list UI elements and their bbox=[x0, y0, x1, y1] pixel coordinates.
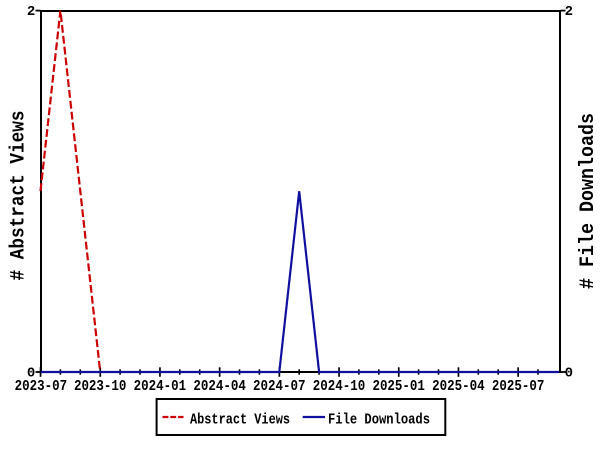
svg-text:2025-04: 2025-04 bbox=[432, 379, 485, 395]
svg-text:2025-01: 2025-01 bbox=[372, 379, 425, 395]
svg-text:2023-10: 2023-10 bbox=[74, 379, 127, 395]
svg-text:2024-04: 2024-04 bbox=[193, 379, 246, 395]
svg-text:2: 2 bbox=[27, 4, 35, 20]
svg-text:2024-07: 2024-07 bbox=[253, 379, 306, 395]
svg-text:# File Downloads: # File Downloads bbox=[577, 113, 600, 289]
svg-text:2023-07: 2023-07 bbox=[15, 379, 68, 395]
svg-text:2024-10: 2024-10 bbox=[313, 379, 366, 395]
svg-text:Abstract Views: Abstract Views bbox=[190, 413, 290, 429]
svg-text:0: 0 bbox=[27, 366, 35, 382]
svg-text:2025-07: 2025-07 bbox=[492, 379, 545, 395]
svg-text:# Abstract Views: # Abstract Views bbox=[8, 111, 31, 281]
svg-text:0: 0 bbox=[565, 366, 573, 382]
svg-text:2: 2 bbox=[565, 4, 573, 20]
svg-text:2024-01: 2024-01 bbox=[134, 379, 187, 395]
svg-text:File Downloads: File Downloads bbox=[328, 413, 430, 429]
